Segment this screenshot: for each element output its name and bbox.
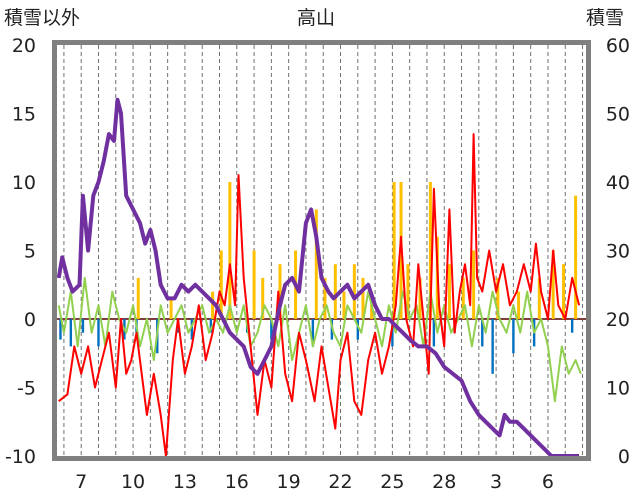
x-tick-label: 28: [432, 471, 456, 493]
pressure-change-bar: [570, 319, 574, 333]
left-axis-label: 積雪以外: [4, 7, 80, 29]
vertical-gridlines: [63, 45, 584, 456]
left-tick-label: -5: [17, 378, 36, 400]
chart-title: 高山: [297, 7, 335, 29]
pressure-change-bar: [391, 319, 394, 347]
plot-frame: [52, 40, 591, 461]
precipitation-bar: [517, 291, 521, 319]
left-tick-label: 15: [12, 104, 36, 126]
pressure-change-bar: [59, 319, 62, 340]
x-tick-label: 7: [75, 471, 87, 493]
precipitation-bar: [428, 182, 432, 319]
pressure-change-bar: [481, 319, 484, 347]
wind-line: [57, 276, 582, 403]
precipitation-bar: [136, 277, 140, 319]
precipitation-bar: [342, 291, 346, 319]
precipitation-bar: [323, 277, 327, 319]
precipitation-bar: [537, 277, 541, 319]
left-tick-label: -10: [5, 446, 36, 468]
right-axis-ticks: 60 50 40 30 20 10 0: [606, 35, 630, 468]
pressure-change-bar: [209, 319, 213, 333]
precipitation-bar: [418, 277, 422, 319]
precipitation-bar: [472, 250, 476, 319]
precipitation-bar: [574, 195, 578, 319]
right-tick-label: 10: [606, 378, 630, 400]
temperature-line: [58, 133, 581, 457]
x-axis-ticks: 7 10 13 16 19 22 25 28 3 6: [75, 471, 554, 493]
pressure-change-bar: [491, 319, 494, 374]
left-axis-ticks: 20 15 10 5 0 -5 -10: [5, 35, 36, 468]
right-tick-label: 50: [606, 104, 630, 126]
precipitation-bar: [333, 264, 337, 319]
right-axis-label: 積雪: [586, 7, 624, 29]
x-tick-label: 22: [328, 471, 352, 493]
snow_depth-line: [56, 97, 580, 458]
pressure-change-bar: [356, 319, 360, 340]
precipitation-bar: [361, 277, 365, 319]
precipitation-bar: [551, 250, 555, 319]
x-tick-label: 10: [121, 471, 145, 493]
right-tick-label: 30: [606, 241, 630, 263]
series-lines: [56, 97, 582, 458]
pressure-change-bar: [512, 319, 515, 354]
pressure-change-bar: [190, 319, 194, 340]
left-tick-label: 5: [24, 241, 36, 263]
right-tick-label: 0: [618, 446, 630, 468]
precipitation-bar: [261, 277, 265, 319]
precipitation-bar: [211, 291, 215, 319]
precipitation-bar: [252, 250, 256, 319]
precipitation-bar: [406, 264, 410, 319]
precipitation-bar: [562, 264, 566, 319]
pressure-change-bar: [81, 319, 85, 333]
right-tick-label: 60: [606, 35, 630, 57]
precipitation-bar: [314, 209, 318, 319]
left-tick-label: 20: [12, 35, 36, 57]
pressure-change-bar: [311, 319, 315, 347]
precipitation-bar: [496, 277, 500, 319]
right-tick-label: 40: [606, 172, 630, 194]
left-tick-label: 0: [24, 309, 36, 331]
x-tick-label: 16: [225, 471, 249, 493]
precipitation-bar: [461, 277, 465, 319]
pressure-change-bar: [270, 319, 273, 340]
precipitation-bar: [352, 264, 356, 319]
left-tick-label: 10: [12, 172, 36, 194]
x-tick-label: 6: [542, 471, 554, 493]
pressure-change-bar: [69, 319, 73, 347]
right-tick-label: 20: [606, 309, 630, 331]
x-tick-label: 3: [490, 471, 502, 493]
precipitation-bar: [228, 182, 232, 319]
precipitation-bar: [447, 264, 451, 319]
x-tick-label: 13: [173, 471, 197, 493]
pressure-change-bar: [432, 319, 436, 347]
pressure-change-bar: [97, 319, 100, 347]
x-tick-label: 25: [380, 471, 404, 493]
precipitation-bar: [219, 250, 223, 319]
x-tick-label: 19: [277, 471, 301, 493]
precipitation-bar: [169, 298, 173, 319]
precipitation-bar: [278, 264, 282, 319]
precipitation-bar: [392, 182, 396, 319]
